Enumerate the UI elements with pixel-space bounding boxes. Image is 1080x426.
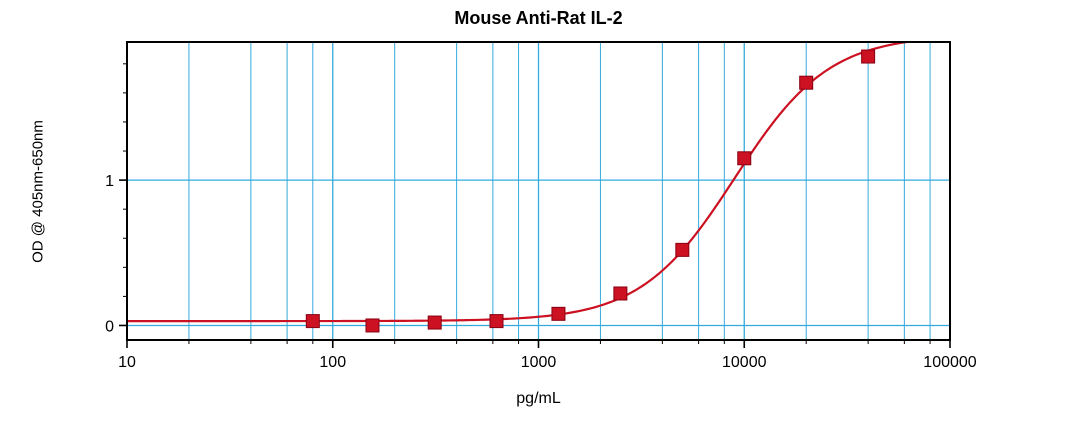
data-point-marker xyxy=(737,151,752,166)
chart-title: Mouse Anti-Rat IL-2 xyxy=(454,8,623,28)
x-tick-label: 100 xyxy=(319,354,346,371)
data-point-marker xyxy=(551,306,566,321)
data-point-marker xyxy=(365,318,380,333)
data-point-marker xyxy=(613,286,628,301)
data-point-marker xyxy=(799,75,814,90)
x-tick-label: 10000 xyxy=(722,354,767,371)
data-point-marker xyxy=(427,315,442,330)
x-axis-label: pg/mL xyxy=(516,390,561,407)
data-point-marker xyxy=(489,314,504,329)
data-point-marker xyxy=(305,314,320,329)
data-point-marker xyxy=(861,49,876,64)
x-tick-label: 100000 xyxy=(923,354,976,371)
x-tick-label: 1000 xyxy=(521,354,557,371)
y-tick-label: 0 xyxy=(105,318,114,335)
data-point-marker xyxy=(675,242,690,257)
y-tick-label: 1 xyxy=(105,173,114,190)
x-tick-label: 10 xyxy=(118,354,136,371)
